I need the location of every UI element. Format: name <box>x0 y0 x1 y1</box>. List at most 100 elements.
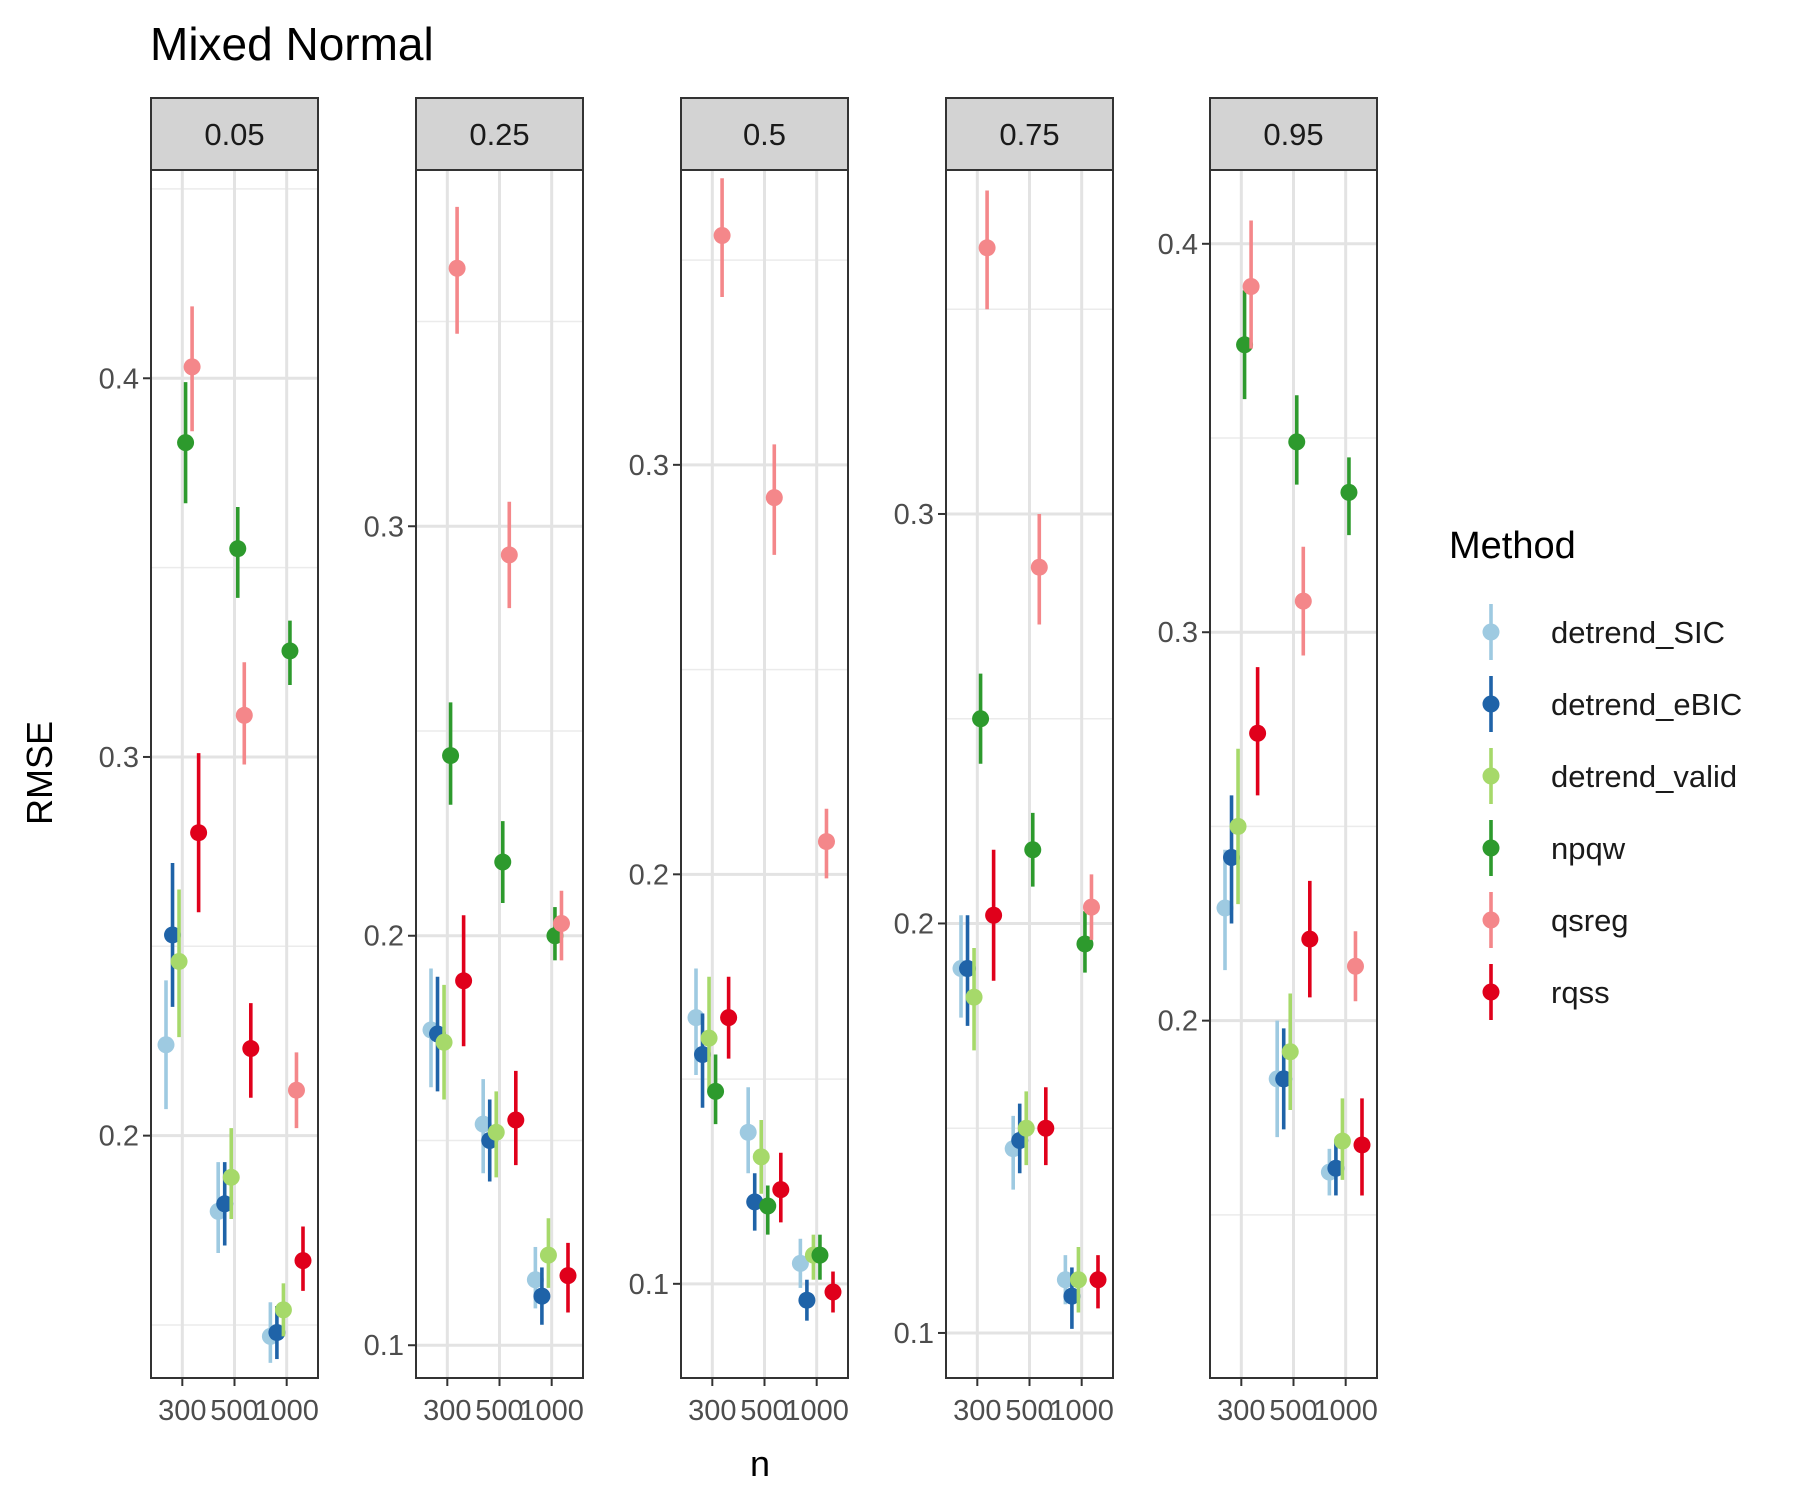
data-point <box>1333 1132 1351 1150</box>
y-tick-label: 0.4 <box>1158 229 1198 261</box>
legend: Method detrend_SIC detrend_eBIC detrend_va… <box>1449 525 1742 1020</box>
data-point <box>242 1040 260 1058</box>
y-tick-label: 0.3 <box>99 742 139 774</box>
x-tick-label: 1000 <box>784 1395 849 1427</box>
panel-border <box>415 169 584 1379</box>
data-point <box>707 1082 725 1100</box>
facet-strip-label: 0.25 <box>469 117 529 152</box>
panel-border <box>945 169 1114 1379</box>
x-tick-label: 500 <box>1005 1395 1053 1427</box>
data-point <box>216 1195 234 1213</box>
legend-key-point <box>1482 839 1500 857</box>
data-point <box>765 489 783 507</box>
series-detrend_valid <box>170 889 292 1337</box>
data-point <box>1037 1119 1055 1137</box>
data-point <box>746 1193 764 1211</box>
data-point <box>559 1267 577 1285</box>
legend-key-point <box>1482 911 1500 929</box>
facet-strip <box>150 97 319 171</box>
facet-strip-label: 0.5 <box>743 117 786 152</box>
data-point <box>1236 336 1254 354</box>
y-tick-label: 0.3 <box>629 450 669 482</box>
x-tick-label: 1000 <box>1313 1395 1378 1427</box>
data-point <box>500 546 518 564</box>
data-point <box>817 833 835 851</box>
legend-label: detrend_SIC <box>1551 615 1725 650</box>
data-point <box>1063 1287 1081 1305</box>
series-qsreg <box>978 190 1100 940</box>
data-point <box>1223 849 1241 867</box>
series-rqss <box>190 753 312 1291</box>
x-tick-label: 300 <box>423 1395 471 1427</box>
data-point <box>811 1246 829 1264</box>
data-point <box>1281 1043 1299 1061</box>
series-npqw <box>972 673 1094 973</box>
data-point <box>487 1123 505 1141</box>
y-tick-label: 0.1 <box>629 1269 669 1301</box>
legend-label: npqw <box>1551 831 1626 866</box>
series-rqss <box>985 849 1107 1309</box>
x-axis-title: n <box>750 1443 770 1484</box>
data-point <box>190 824 208 842</box>
panel-border <box>680 169 849 1379</box>
legend-key-point <box>1482 623 1500 641</box>
chart-title: Mixed Normal <box>150 18 434 70</box>
y-tick-label: 0.2 <box>1158 1006 1198 1038</box>
data-point <box>798 1291 816 1309</box>
y-tick-label: 0.2 <box>629 859 669 891</box>
data-point <box>720 1009 738 1027</box>
series-detrend_valid <box>965 948 1087 1313</box>
y-tick-label: 0.1 <box>894 1318 934 1350</box>
data-point <box>1242 278 1260 296</box>
legend-label: detrend_valid <box>1551 759 1737 794</box>
y-tick-label: 0.2 <box>364 921 404 953</box>
x-tick-label: 500 <box>1269 1395 1317 1427</box>
data-point <box>507 1111 525 1129</box>
legend-key-point <box>1482 983 1500 1001</box>
data-point <box>1017 1119 1035 1137</box>
data-point <box>170 952 188 970</box>
legend-label: qsreg <box>1551 903 1629 938</box>
series-detrend_SIC <box>687 968 809 1288</box>
series-detrend_SIC <box>1216 849 1338 1196</box>
data-point <box>1346 957 1364 975</box>
data-point <box>1056 1271 1074 1289</box>
data-point <box>978 239 996 257</box>
data-point <box>1024 841 1042 859</box>
data-point <box>1275 1070 1293 1088</box>
x-tick-label: 1000 <box>1049 1395 1114 1427</box>
data-point <box>539 1246 557 1264</box>
data-point <box>1340 483 1358 501</box>
x-tick-label: 500 <box>740 1395 788 1427</box>
series-qsreg <box>183 306 305 1129</box>
series-rqss <box>1249 667 1371 1196</box>
data-point <box>700 1029 718 1047</box>
y-tick-label: 0.3 <box>1158 617 1198 649</box>
data-point <box>268 1324 286 1342</box>
data-point <box>1288 433 1306 451</box>
legend-label: rqss <box>1551 975 1610 1010</box>
data-point <box>772 1181 790 1199</box>
series-qsreg <box>713 178 835 879</box>
series-detrend_eBIC <box>694 1013 816 1321</box>
facet-strip <box>680 97 849 171</box>
panel-border <box>1209 169 1378 1379</box>
data-point <box>1076 935 1094 953</box>
data-point <box>1082 898 1100 916</box>
data-point <box>157 1036 175 1054</box>
data-point <box>177 434 195 452</box>
y-tick-label: 0.3 <box>364 511 404 543</box>
data-point <box>442 747 460 765</box>
data-point <box>164 926 182 944</box>
legend-key: qsreg <box>1482 892 1629 948</box>
series-detrend_valid <box>435 984 557 1288</box>
series-detrend_SIC <box>157 980 279 1363</box>
y-tick-label: 0.2 <box>894 908 934 940</box>
data-point <box>1327 1159 1345 1177</box>
series-qsreg <box>1242 220 1364 1002</box>
